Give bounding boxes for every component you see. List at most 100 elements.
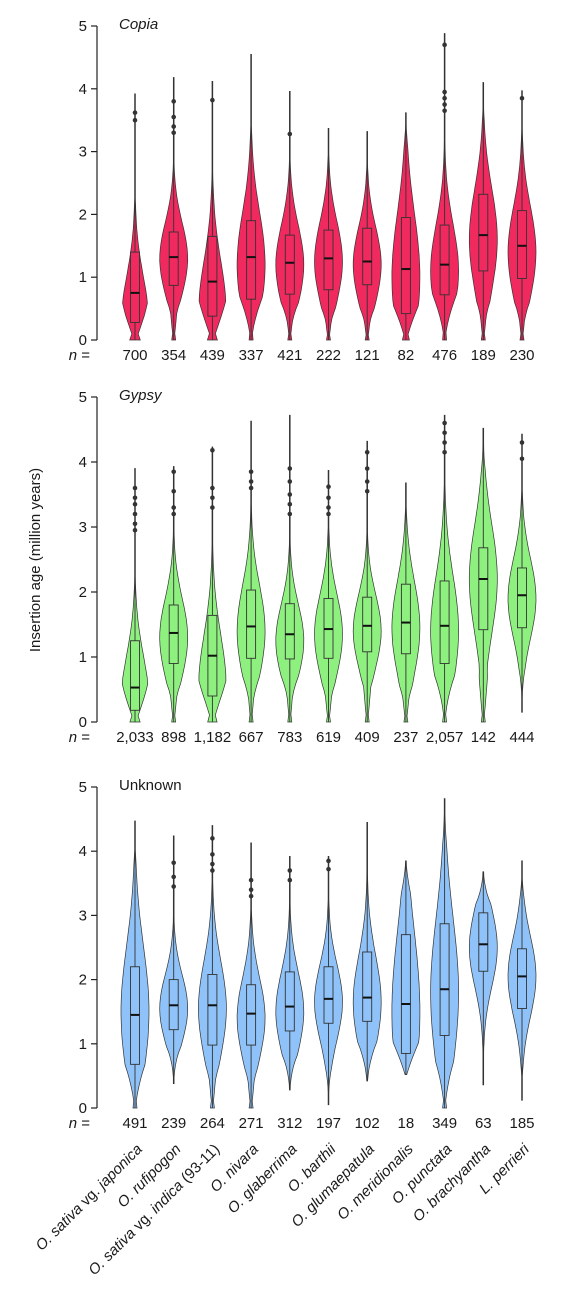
y-tick-label: 1 (79, 269, 87, 286)
n-count: 222 (316, 347, 341, 364)
iqr-box (246, 589, 257, 659)
n-count: 121 (355, 347, 380, 364)
y-tick-label: 5 (79, 18, 87, 35)
iqr-box (400, 217, 411, 315)
outlier-point (442, 95, 447, 101)
outlier-point (442, 89, 447, 95)
outlier-point (442, 108, 447, 114)
outlier-point (210, 852, 215, 857)
outlier-point (287, 501, 293, 507)
n-count: 189 (471, 347, 496, 364)
iqr-box (246, 220, 257, 300)
n-count: 667 (239, 729, 264, 746)
n-count: 337 (239, 347, 264, 364)
outlier-point (442, 440, 447, 445)
y-tick-label: 5 (79, 779, 87, 796)
outlier-point (287, 466, 293, 471)
n-prefix: n = (69, 1115, 91, 1132)
iqr-box (517, 567, 527, 629)
outlier-point (519, 456, 525, 462)
n-count: 63 (475, 1115, 492, 1132)
n-count: 264 (200, 1115, 225, 1132)
iqr-box (362, 951, 373, 1022)
outlier-point (287, 131, 293, 137)
outlier-point (171, 874, 176, 880)
iqr-box (323, 966, 334, 1024)
outlier-point (132, 495, 138, 501)
iqr-box (517, 210, 527, 279)
iqr-box (439, 224, 450, 296)
outlier-point (210, 485, 215, 491)
outlier-point (171, 511, 176, 517)
iqr-box (130, 640, 140, 711)
outlier-point (326, 511, 331, 517)
y-tick-label: 5 (79, 389, 87, 406)
iqr-box (362, 596, 373, 653)
outlier-point (519, 95, 525, 101)
n-count: 237 (393, 729, 418, 746)
outlier-point (326, 505, 331, 510)
outlier-point (171, 114, 176, 120)
y-tick-label: 0 (79, 332, 87, 349)
n-count: 239 (161, 1115, 186, 1132)
outlier-point (210, 861, 215, 867)
iqr-box (246, 984, 257, 1046)
y-tick-label: 2 (79, 972, 87, 989)
n-count: 409 (355, 729, 380, 746)
outlier-point (171, 860, 176, 866)
n-count: 1,182 (194, 729, 232, 746)
iqr-box (207, 235, 218, 317)
y-tick-label: 2 (79, 584, 87, 601)
outlier-point (210, 97, 215, 103)
outlier-point (326, 495, 331, 501)
outlier-point (132, 527, 138, 533)
panel-title: Gypsy (119, 387, 163, 404)
n-prefix: n = (69, 347, 91, 364)
n-count: 185 (509, 1115, 534, 1132)
outlier-point (248, 887, 254, 893)
n-count: 491 (122, 1115, 147, 1132)
iqr-box (284, 234, 295, 295)
y-tick-label: 4 (79, 81, 87, 98)
outlier-point (248, 479, 254, 484)
outlier-point (132, 117, 138, 123)
outlier-point (171, 130, 176, 136)
outlier-point (248, 877, 254, 883)
outlier-point (364, 479, 370, 484)
n-count: 476 (432, 347, 457, 364)
outlier-point (287, 492, 293, 497)
outlier-point (326, 484, 331, 490)
iqr-box (362, 227, 373, 286)
n-count: 312 (277, 1115, 302, 1132)
y-tick-label: 2 (79, 206, 87, 223)
n-count: 421 (277, 347, 302, 364)
outlier-point (171, 884, 176, 889)
outlier-point (248, 469, 254, 475)
outlier-point (132, 485, 138, 491)
iqr-box (517, 948, 527, 1009)
n-count: 18 (398, 1115, 415, 1132)
n-count: 444 (509, 729, 534, 746)
y-tick-label: 4 (79, 843, 87, 860)
outlier-point (442, 42, 447, 48)
n-count: 271 (239, 1115, 264, 1132)
n-count: 439 (200, 347, 225, 364)
n-count: 783 (277, 729, 302, 746)
outlier-point (287, 868, 293, 873)
y-tick-label: 0 (79, 714, 87, 731)
outlier-point (248, 893, 254, 899)
outlier-point (364, 466, 370, 471)
outlier-point (248, 485, 254, 491)
iqr-box (284, 971, 295, 1032)
outlier-point (442, 102, 447, 107)
n-count: 2,033 (116, 729, 154, 746)
n-prefix: n = (69, 729, 91, 746)
outlier-point (442, 420, 447, 426)
n-count: 230 (509, 347, 534, 364)
outlier-point (132, 511, 138, 517)
n-count: 197 (316, 1115, 341, 1132)
y-tick-label: 3 (79, 519, 87, 536)
outlier-point (132, 501, 138, 507)
outlier-point (210, 868, 215, 873)
